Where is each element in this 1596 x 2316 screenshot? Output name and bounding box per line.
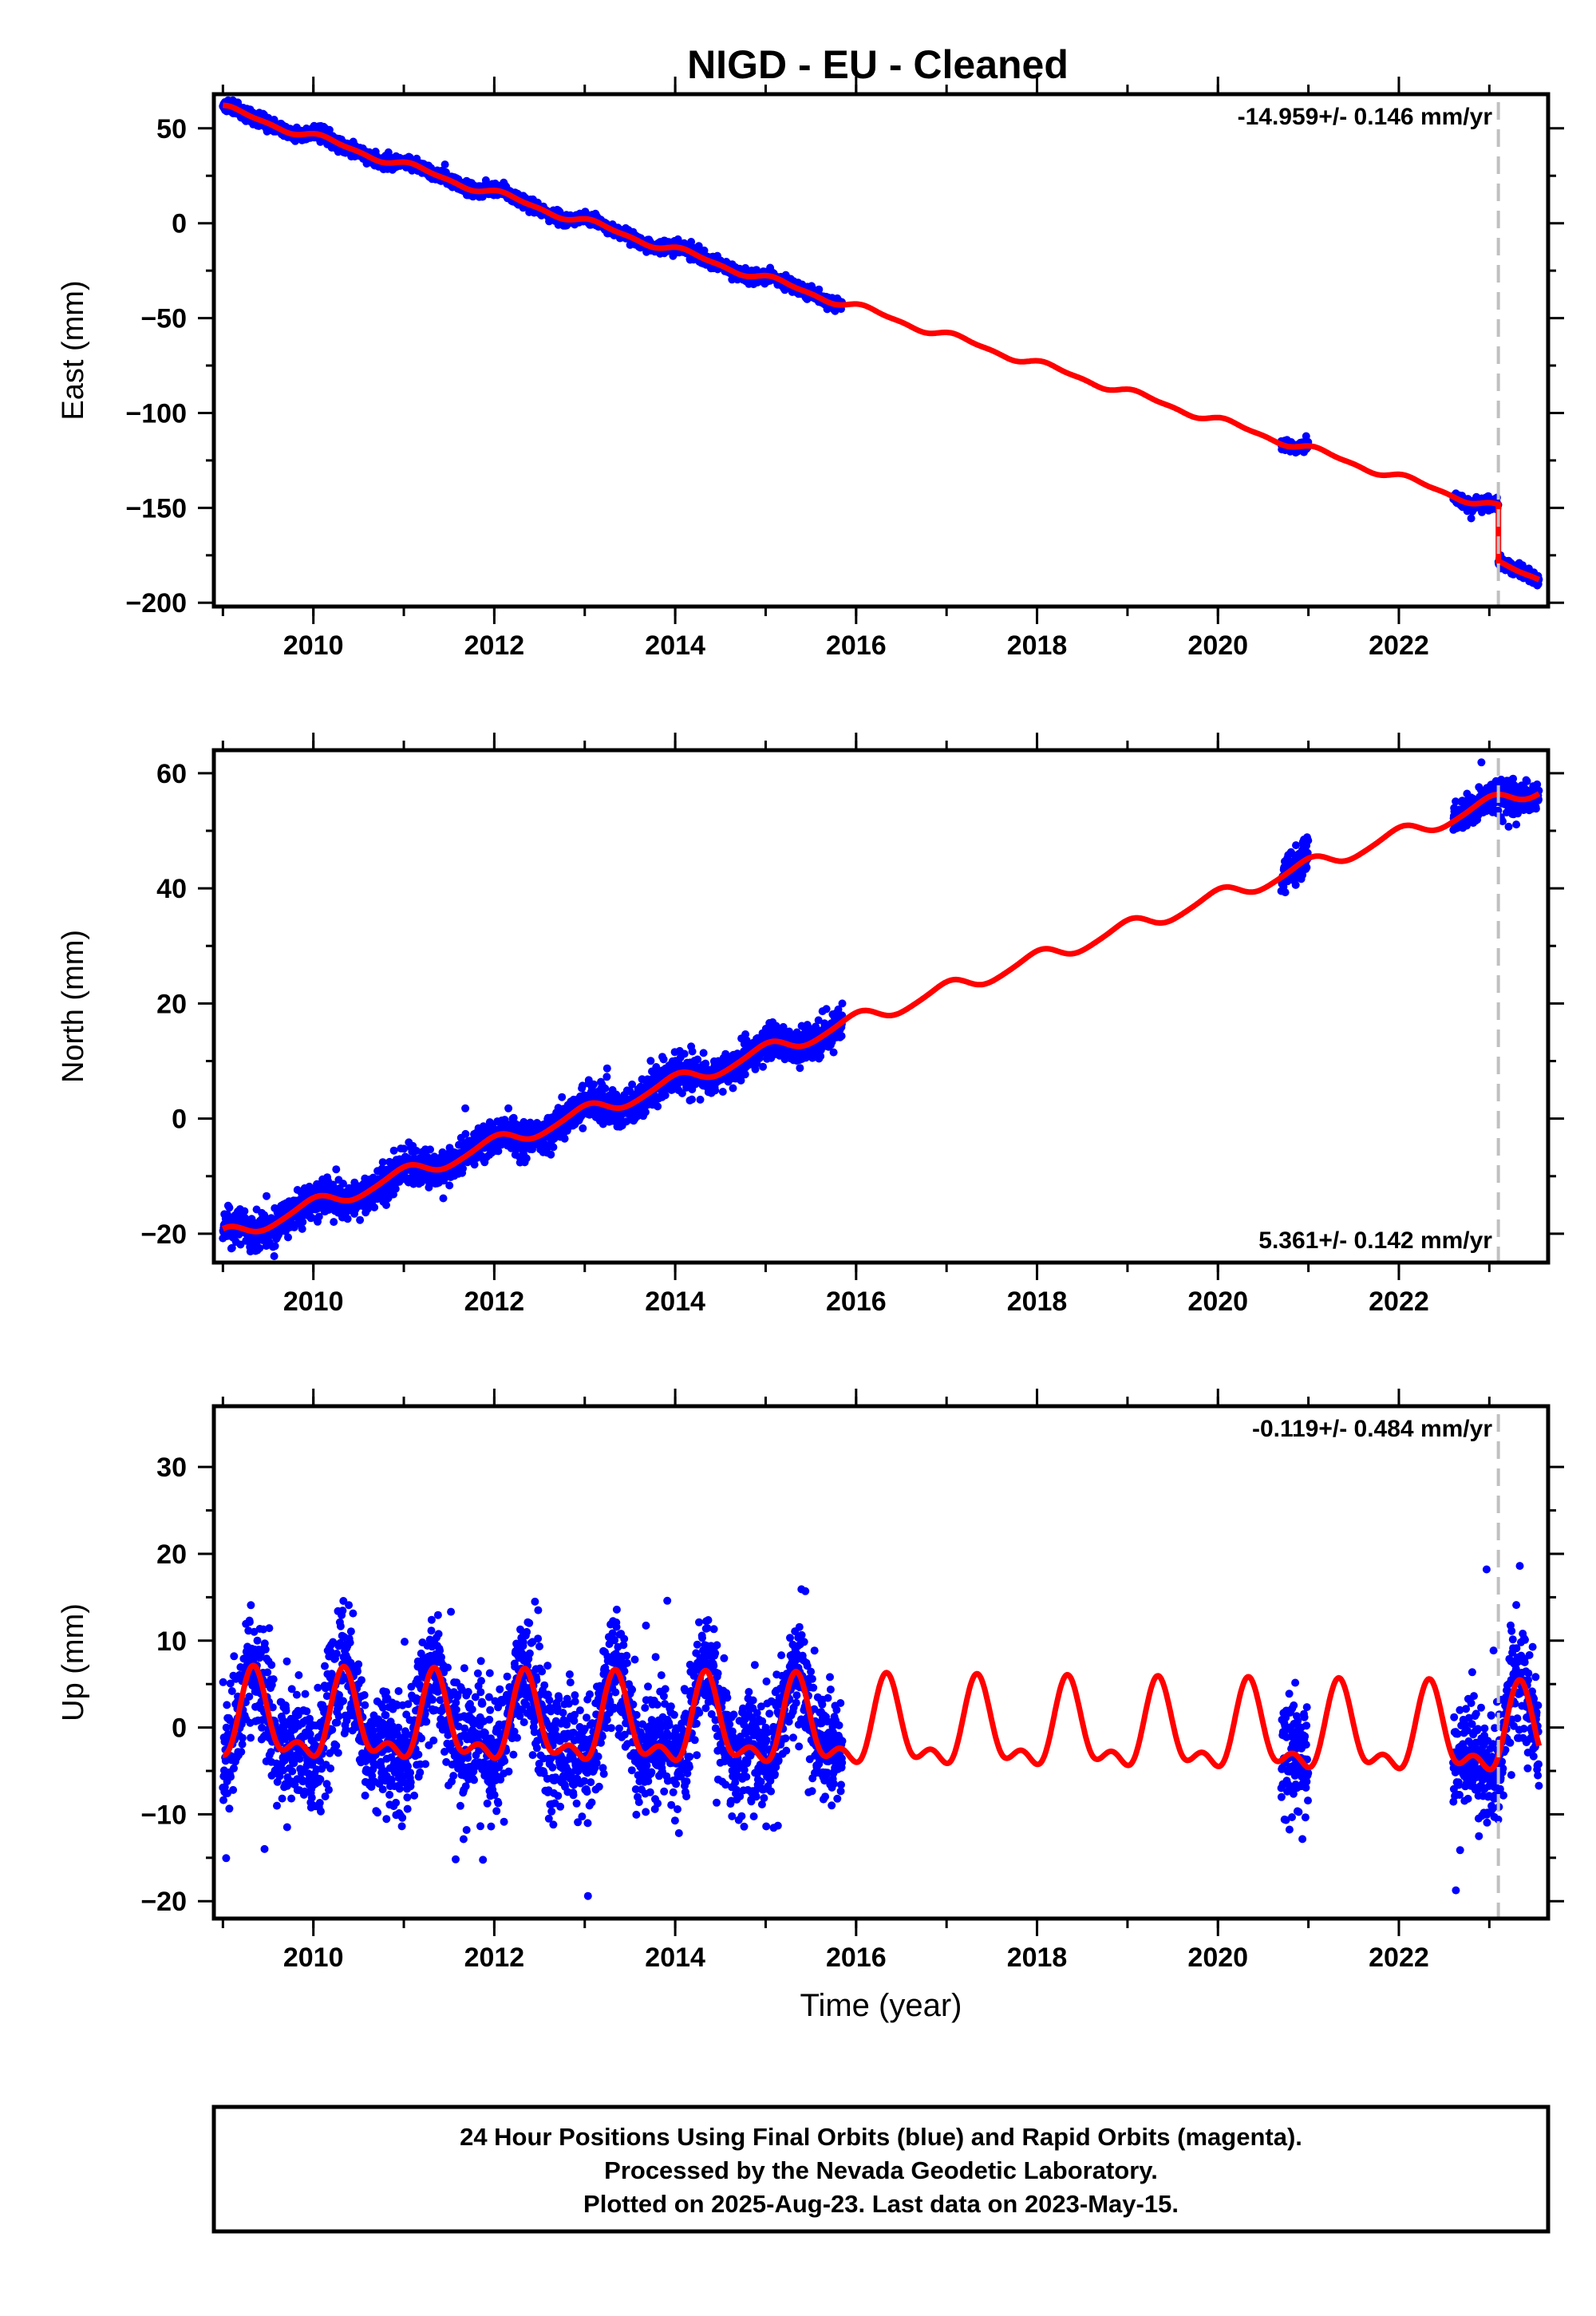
x-tick-label: 2014 xyxy=(645,630,705,661)
data-point xyxy=(579,1124,587,1132)
data-point xyxy=(343,1215,352,1223)
x-tick-label: 2012 xyxy=(464,630,525,661)
data-point xyxy=(400,1144,409,1153)
y-tick-label: −200 xyxy=(125,588,187,619)
x-tick-label: 2020 xyxy=(1187,630,1248,661)
data-point xyxy=(602,1064,611,1073)
data-point xyxy=(815,285,824,294)
data-point xyxy=(426,1145,434,1154)
y-tick-label: 0 xyxy=(172,209,187,239)
data-points xyxy=(219,758,1543,1260)
data-point xyxy=(439,1194,448,1203)
y-axis-label: East (mm) xyxy=(57,280,90,420)
data-point xyxy=(389,1146,398,1155)
data-point xyxy=(370,1203,379,1211)
data-point xyxy=(522,1154,531,1163)
y-tick-label: 50 xyxy=(156,114,187,144)
model-curve xyxy=(223,102,1541,583)
data-point xyxy=(298,1218,307,1227)
data-point xyxy=(330,1218,338,1227)
data-point xyxy=(590,1080,598,1089)
axes-frame xyxy=(211,92,1551,609)
data-point xyxy=(255,1244,264,1252)
data-point xyxy=(688,1047,697,1056)
data-point xyxy=(694,242,703,251)
data-point xyxy=(461,1104,470,1113)
y-tick-label: −50 xyxy=(140,304,187,334)
data-point xyxy=(461,1129,470,1138)
data-point xyxy=(687,238,696,246)
data-point xyxy=(602,1073,611,1081)
data-point xyxy=(459,1164,467,1173)
north-panel: 2010 2012 2014 2016 2018 2020 2022−200204060No… xyxy=(57,733,1564,1317)
x-tick-label: 2022 xyxy=(1369,630,1429,661)
x-tick-label: 2016 xyxy=(826,630,887,661)
y-tick-label: −100 xyxy=(125,398,187,429)
data-point xyxy=(661,1091,670,1100)
data-point xyxy=(440,160,449,169)
data-point xyxy=(680,1049,689,1058)
x-tick-label: 2018 xyxy=(1007,630,1068,661)
data-point xyxy=(700,246,709,255)
data-point xyxy=(699,1049,708,1057)
data-point xyxy=(382,1201,390,1209)
data-point xyxy=(270,1252,279,1260)
data-point xyxy=(547,1150,555,1159)
data-point xyxy=(1467,514,1476,523)
data-point xyxy=(271,1242,279,1251)
data-point xyxy=(356,1215,365,1224)
data-point xyxy=(654,1102,662,1111)
y-tick-label: −150 xyxy=(125,493,187,524)
east-panel: 2010 2012 2014 2016 2018 2020 2022 −200 −150 −100… xyxy=(57,77,1564,661)
data-point xyxy=(601,1084,610,1093)
data-point xyxy=(240,1207,249,1215)
data-point xyxy=(711,1086,720,1095)
data-point xyxy=(718,1088,727,1096)
data-point xyxy=(504,1104,513,1113)
data-point xyxy=(298,1224,306,1233)
data-point xyxy=(696,1095,705,1104)
data-point xyxy=(558,1093,567,1101)
data-point xyxy=(549,1143,558,1152)
data-point xyxy=(263,1192,271,1200)
data-point xyxy=(225,1203,234,1212)
rate-annotation: -14.959+/- 0.146 mm/yr xyxy=(1238,104,1493,130)
data-point xyxy=(284,1233,292,1242)
data-points xyxy=(219,96,1543,590)
chart-title: NIGD - EU - Cleaned xyxy=(687,42,1069,87)
data-point xyxy=(332,1165,341,1174)
data-point xyxy=(659,1055,668,1064)
data-point xyxy=(445,1181,454,1190)
data-point xyxy=(560,1134,569,1143)
data-point xyxy=(641,1108,650,1117)
data-point xyxy=(227,1243,236,1252)
data-point xyxy=(646,1057,655,1065)
data-point xyxy=(688,1095,696,1104)
x-tick-label: 2010 xyxy=(283,630,344,661)
